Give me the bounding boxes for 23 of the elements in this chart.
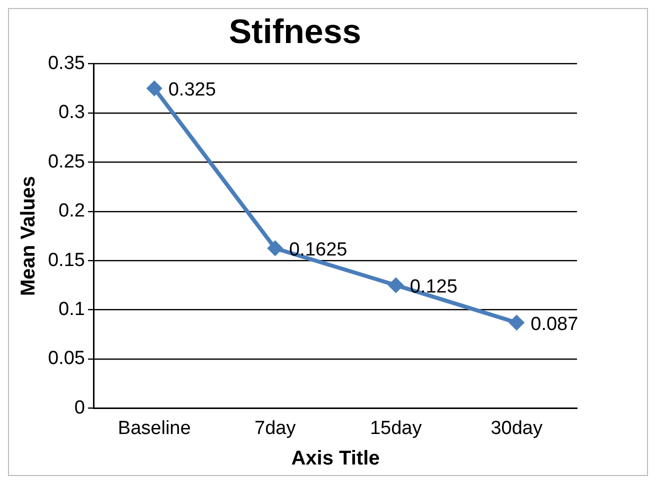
y-tick-label: 0.35 [48,53,85,74]
y-tick-label: 0 [74,397,85,418]
data-label: 0.125 [410,276,458,298]
x-tick-label: 30day [490,418,543,439]
data-label: 0.325 [168,80,216,101]
y-tick-label: 0.25 [48,151,85,172]
y-tick-label: 0.1 [58,299,85,320]
data-label: 0.1625 [289,240,348,261]
point [267,240,284,256]
x-tick-label: 15day [370,418,422,439]
y-tick-label: 0.05 [48,348,85,370]
chart-title: Stifness [228,12,362,51]
y-tick-label: 0.2 [58,200,85,222]
y-tick-label: 0.3 [58,102,85,124]
y-axis-title: Mean Values [18,176,40,296]
point [388,277,404,294]
point [146,80,162,96]
y-tick-label: 0.15 [48,250,85,271]
x-tick-label: 7day [254,418,296,439]
point [508,314,525,331]
data-label: 0.087 [530,314,578,335]
x-axis-title: Axis Title [291,448,380,470]
x-tick-label: Baseline [118,418,191,439]
